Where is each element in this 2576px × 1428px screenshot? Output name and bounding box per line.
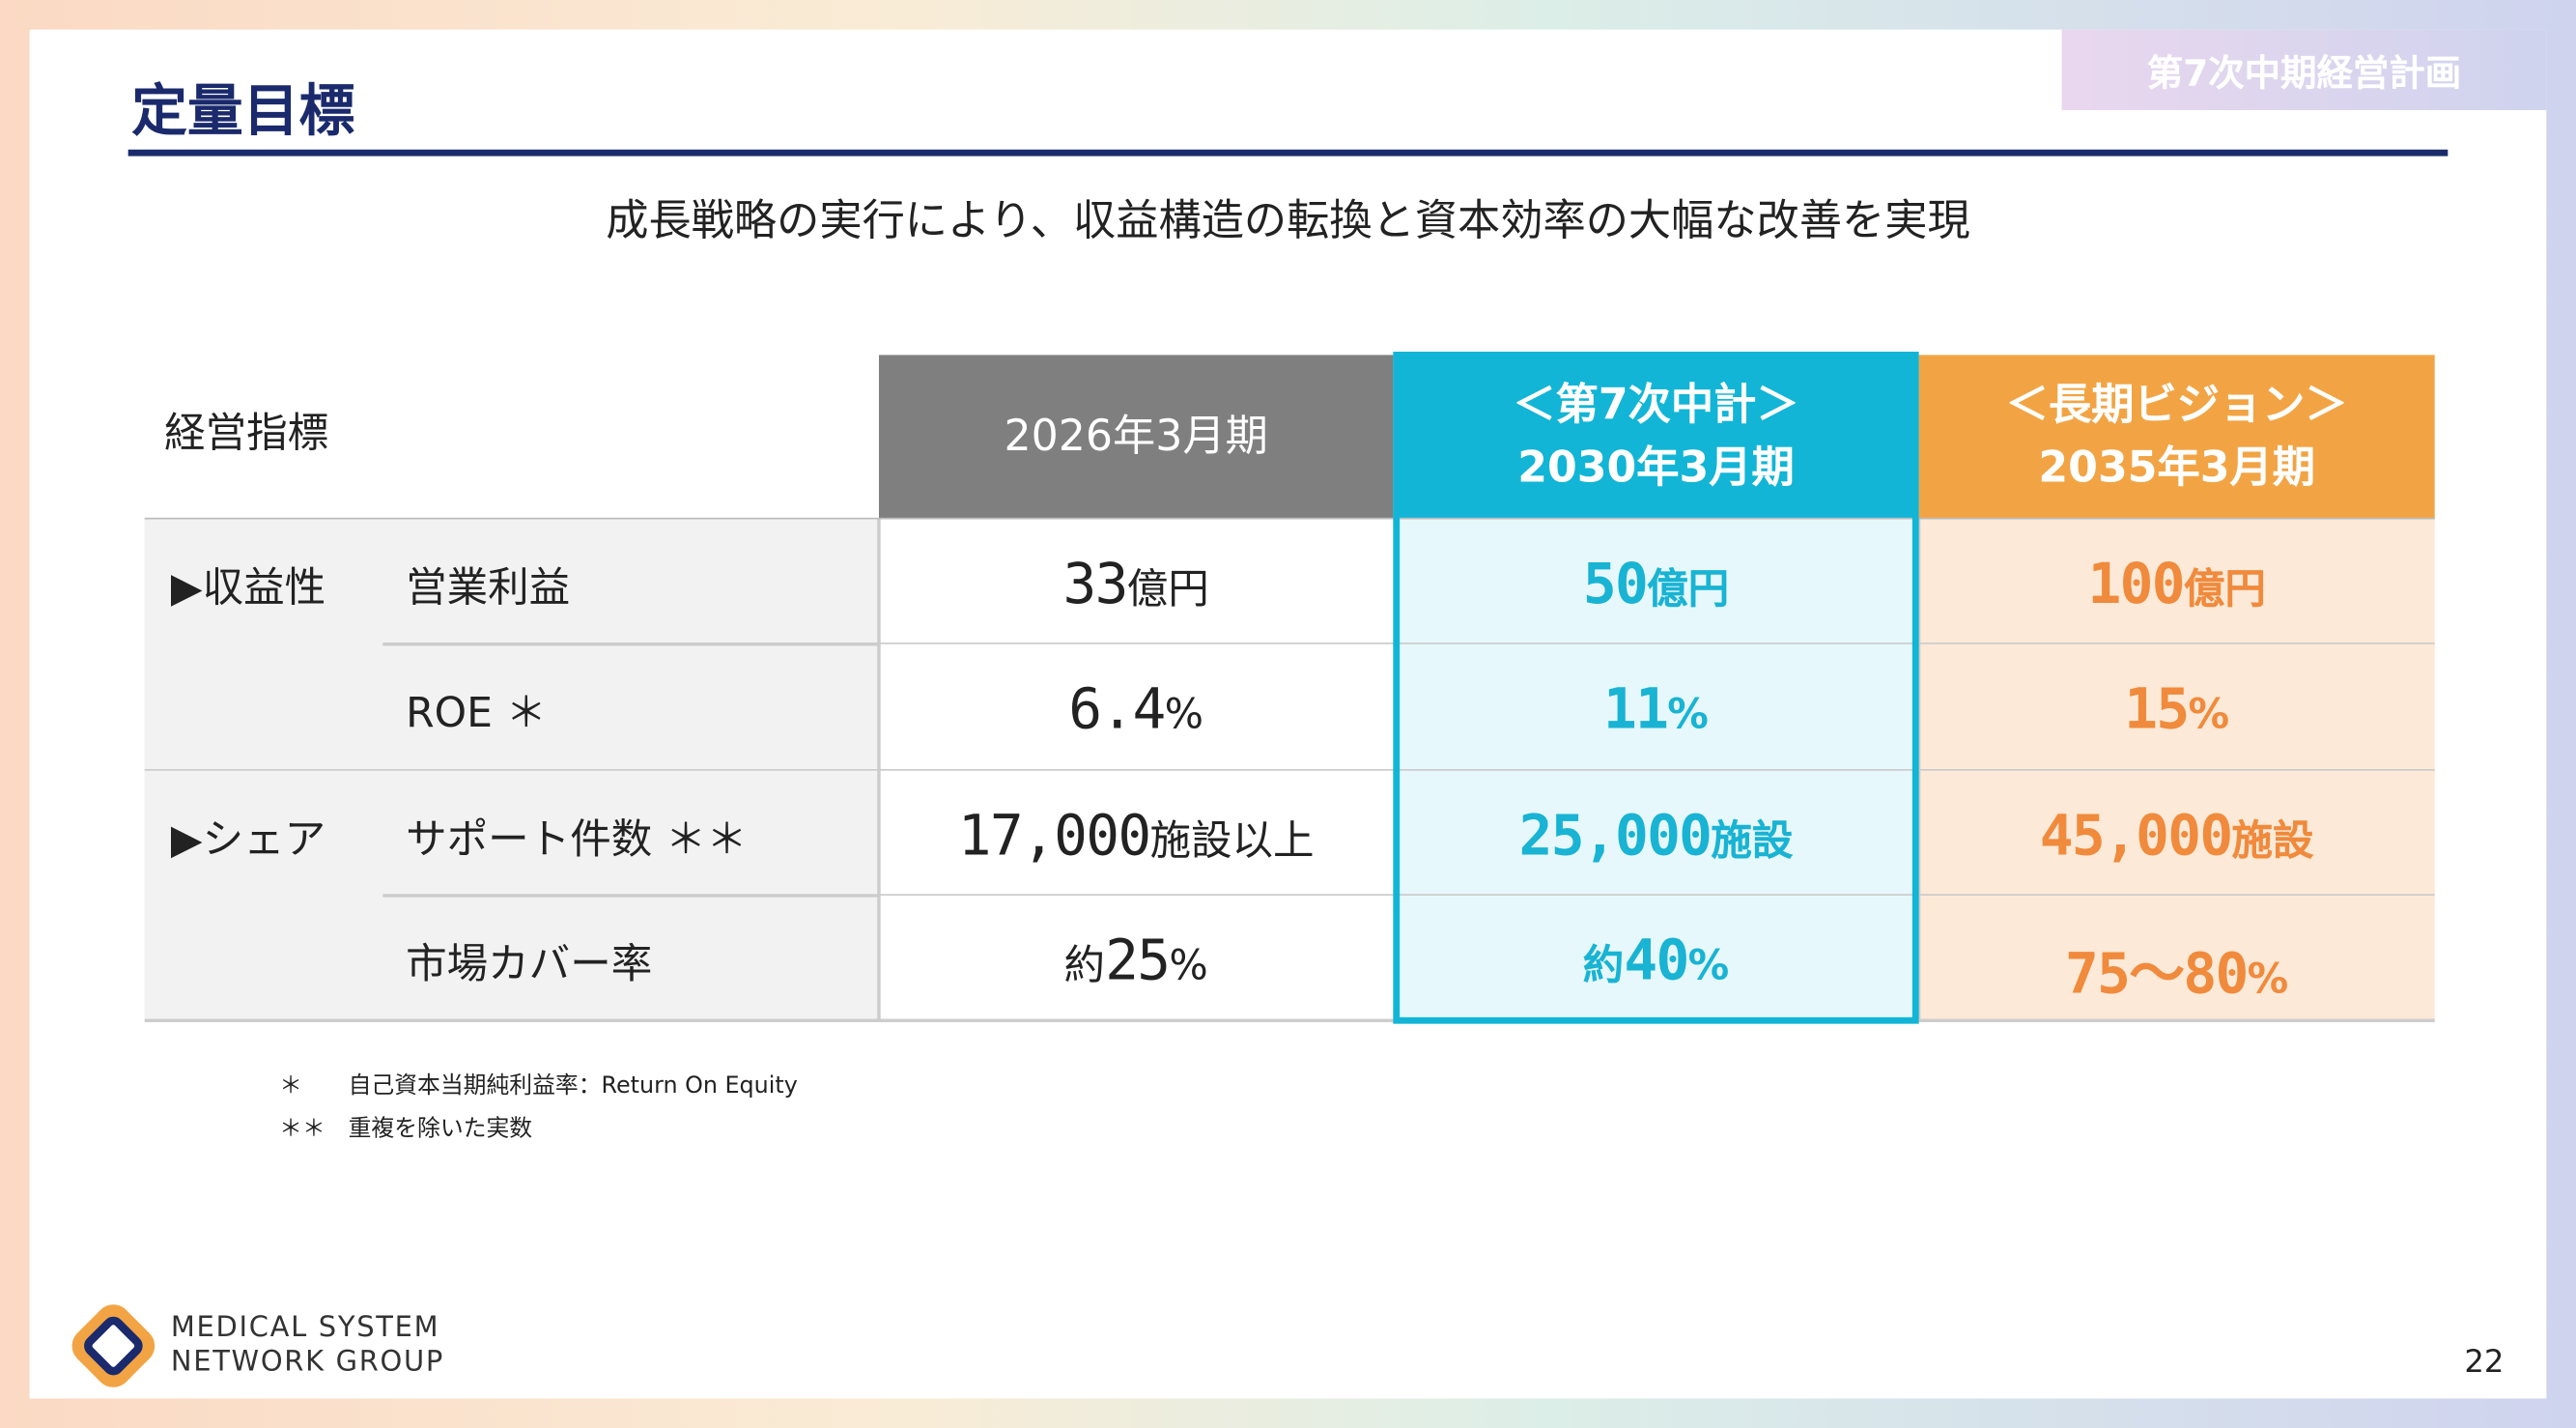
value-part: 50 — [1582, 552, 1649, 618]
value-part: 45,000 — [2039, 802, 2233, 869]
column-header: ＜第7次中計＞ 2030年3月期 — [1393, 355, 1919, 520]
value-part: % — [2247, 954, 2289, 1003]
highlight-frame — [1393, 351, 1919, 1024]
metric: 市場カバー率 — [406, 939, 653, 987]
footnote-mark: ＊＊ — [279, 1115, 326, 1143]
plan-tag: 第7次中期経営計画 — [2061, 29, 2547, 110]
value-part: 億円 — [1647, 565, 1730, 614]
value-part: 億円 — [1126, 565, 1209, 614]
subtitle: 成長戦略の実行により、収益構造の転換と資本効率の大幅な改善を実現 — [606, 197, 1970, 247]
footnote-mark: ＊ — [279, 1072, 302, 1100]
logo-line: MEDICAL SYSTEM — [170, 1311, 440, 1345]
value-part: 約 — [1582, 941, 1625, 989]
value-part: % — [1164, 690, 1204, 739]
logo-text: MEDICAL SYSTEM NETWORK GROUP — [171, 1311, 444, 1380]
page-number: 22 — [2464, 1344, 2505, 1381]
value-cell: 約 40% — [1393, 895, 1919, 1021]
footnote: ＊ 自己資本当期純利益率：Return On Equity — [279, 1065, 798, 1107]
value-cell: 25,000 施設 — [1393, 769, 1919, 896]
value-cell: 17,000 施設以上 — [878, 769, 1394, 896]
value-part: 億円 — [2183, 565, 2266, 614]
column-header: 2026年3月期 — [878, 355, 1394, 520]
header-line: 2026年3月期 — [1004, 412, 1268, 462]
metric: 営業利益 — [406, 563, 571, 612]
value-part: 75～80 — [2065, 941, 2249, 1008]
footnote-text: 重複を除いた実数 — [348, 1115, 533, 1143]
footnote: ＊＊ 重複を除いた実数 — [279, 1107, 798, 1150]
value-cell: 11% — [1393, 644, 1919, 770]
value-part: % — [2188, 690, 2230, 739]
value-cell: 15% — [1918, 644, 2435, 770]
logo-mark — [71, 1304, 156, 1387]
row-rule — [382, 893, 2435, 898]
value-part: 17,000 — [957, 802, 1151, 869]
col-rule — [877, 519, 881, 1021]
value-part: 15 — [2124, 677, 2190, 744]
value-cell: 45,000 施設 — [1918, 769, 2435, 896]
value-part: 施設以上 — [1149, 815, 1315, 864]
value-part: % — [1667, 690, 1709, 739]
value-cell: 75～80% — [1918, 895, 2435, 1021]
footnote-text: 自己資本当期純利益率：Return On Equity — [348, 1072, 798, 1100]
value-part: 施設 — [1711, 815, 1794, 864]
value-part: 25 — [1105, 928, 1171, 994]
header-line: ＜第7次中計＞ — [1513, 381, 1799, 431]
logo-line: NETWORK GROUP — [170, 1346, 445, 1380]
metric: サポート件数 ＊＊ — [406, 814, 748, 863]
footnotes: ＊ 自己資本当期純利益率：Return On Equity ＊＊ 重複を除いた実数 — [279, 1065, 798, 1150]
value-cell: 約 25% — [878, 895, 1394, 1021]
header-label: 経営指標 — [164, 409, 329, 457]
col-rule — [1916, 519, 1921, 1021]
value-part: % — [1169, 941, 1208, 989]
value-cell: 6.4% — [878, 644, 1394, 770]
value-cell: 33 億円 — [878, 519, 1394, 645]
value-cell: 50 億円 — [1393, 519, 1919, 645]
header-line: 2030年3月期 — [1517, 443, 1795, 494]
group-name: ▶シェア — [170, 814, 326, 863]
metric: ROE ＊ — [406, 689, 548, 737]
value-part: 25,000 — [1518, 802, 1713, 869]
header-line: 2035年3月期 — [2038, 443, 2315, 494]
column-header: ＜長期ビジョン＞ 2035年3月期 — [1918, 355, 2435, 520]
value-part: 40 — [1624, 928, 1689, 994]
title-rule — [127, 149, 2449, 157]
value-part: 6.4 — [1068, 677, 1166, 744]
value-part: % — [1687, 941, 1730, 989]
row-rule — [144, 1018, 2435, 1022]
header-line: ＜長期ビジョン＞ — [2005, 381, 2348, 431]
value-part: 施設 — [2231, 815, 2314, 864]
value-part: 33 — [1062, 552, 1129, 618]
value-part: 11 — [1603, 677, 1669, 744]
value-part: 約 — [1063, 941, 1106, 989]
value-part: 100 — [2087, 552, 2185, 618]
value-cell: 100 億円 — [1918, 519, 2435, 645]
group-name: ▶収益性 — [170, 563, 326, 612]
page-title: 定量目標 — [131, 78, 355, 145]
